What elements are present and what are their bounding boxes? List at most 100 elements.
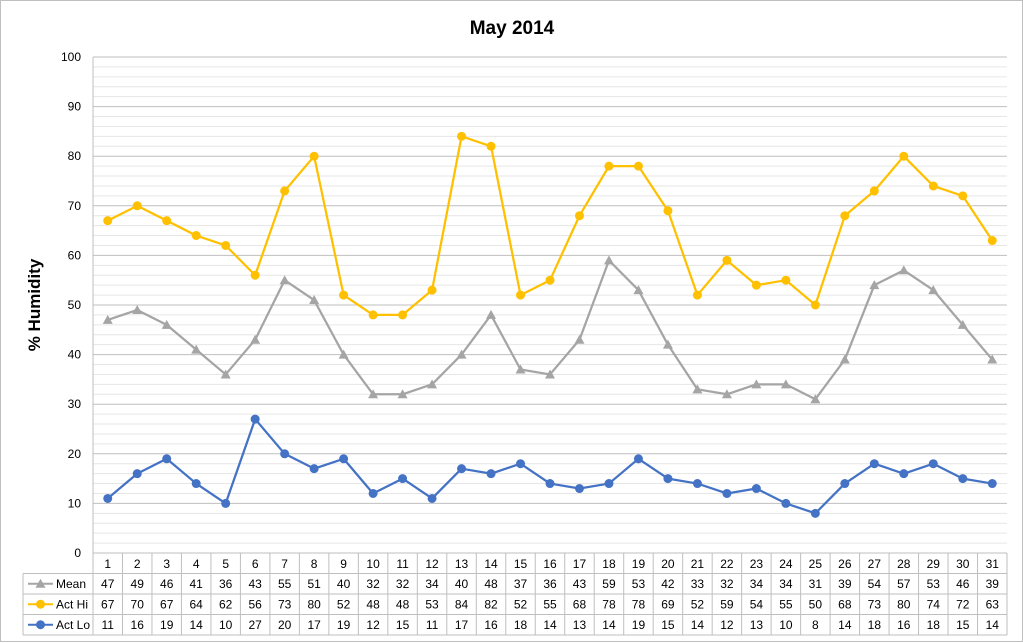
table-cell-value: 37 — [514, 577, 528, 591]
x-tick-label: 15 — [514, 557, 528, 571]
legend-key-marker — [36, 620, 45, 629]
data-point — [988, 236, 997, 245]
data-point — [870, 186, 879, 195]
table-cell-value: 19 — [337, 618, 351, 632]
table-cell-value: 15 — [396, 618, 410, 632]
table-cell-value: 12 — [366, 618, 380, 632]
data-point — [663, 206, 672, 215]
table-cell-value: 74 — [927, 597, 941, 611]
data-point — [663, 474, 672, 483]
y-tick-label: 0 — [74, 546, 81, 560]
table-cell-value: 46 — [956, 577, 970, 591]
data-point — [133, 201, 142, 210]
data-point — [369, 310, 378, 319]
table-cell-value: 18 — [927, 618, 941, 632]
data-point — [693, 479, 702, 488]
data-point — [575, 211, 584, 220]
table-cell-value: 17 — [307, 618, 321, 632]
table-cell-value: 55 — [779, 597, 793, 611]
table-cell-value: 59 — [602, 577, 616, 591]
table-cell-value: 15 — [661, 618, 675, 632]
x-tick-label: 7 — [281, 557, 288, 571]
data-point — [604, 479, 613, 488]
data-point — [634, 454, 643, 463]
table-cell-value: 52 — [337, 597, 351, 611]
table-cell-value: 19 — [160, 618, 174, 632]
table-cell-value: 78 — [602, 597, 616, 611]
data-point — [310, 464, 319, 473]
table-cell-value: 48 — [396, 597, 410, 611]
table-cell-value: 36 — [543, 577, 557, 591]
data-point — [516, 459, 525, 468]
table-cell-value: 14 — [838, 618, 852, 632]
table-cell-value: 32 — [720, 577, 734, 591]
table-cell-value: 55 — [278, 577, 292, 591]
table-cell-value: 62 — [219, 597, 233, 611]
table-cell-value: 73 — [868, 597, 882, 611]
data-point — [781, 276, 790, 285]
table-cell-value: 52 — [514, 597, 528, 611]
table-cell-value: 53 — [927, 577, 941, 591]
table-cell-value: 48 — [366, 597, 380, 611]
table-cell-value: 70 — [131, 597, 145, 611]
table-cell-value: 43 — [248, 577, 262, 591]
data-point — [899, 469, 908, 478]
table-cell-value: 57 — [897, 577, 911, 591]
table-cell-value: 78 — [632, 597, 646, 611]
table-cell-value: 16 — [897, 618, 911, 632]
data-point — [752, 281, 761, 290]
data-point — [604, 255, 614, 264]
table-cell-value: 64 — [190, 597, 204, 611]
x-tick-label: 19 — [632, 557, 646, 571]
data-point — [192, 231, 201, 240]
x-tick-label: 16 — [543, 557, 557, 571]
data-point — [546, 479, 555, 488]
data-point — [840, 479, 849, 488]
table-cell-value: 52 — [691, 597, 705, 611]
data-point — [958, 474, 967, 483]
table-cell-value: 47 — [101, 577, 115, 591]
data-point — [192, 479, 201, 488]
table-cell-value: 34 — [425, 577, 439, 591]
data-point — [132, 305, 142, 314]
table-cell-value: 59 — [720, 597, 734, 611]
table-cell-value: 11 — [102, 618, 115, 632]
x-tick-label: 1 — [104, 557, 111, 571]
table-cell-value: 49 — [131, 577, 145, 591]
table-cell-value: 54 — [868, 577, 882, 591]
data-point — [428, 286, 437, 295]
data-point — [221, 241, 230, 250]
data-point — [781, 499, 790, 508]
data-point — [546, 276, 555, 285]
table-cell-value: 40 — [337, 577, 351, 591]
table-cell-value: 84 — [455, 597, 469, 611]
x-tick-label: 23 — [750, 557, 764, 571]
data-point — [162, 454, 171, 463]
x-tick-label: 9 — [340, 557, 347, 571]
table-cell-value: 82 — [484, 597, 498, 611]
table-cell-value: 80 — [897, 597, 911, 611]
table-cell-value: 27 — [248, 618, 262, 632]
x-tick-label: 18 — [602, 557, 616, 571]
legend-key-marker — [36, 600, 45, 609]
table-cell-value: 18 — [868, 618, 882, 632]
table-cell-value: 80 — [307, 597, 321, 611]
table-cell-value: 17 — [455, 618, 469, 632]
y-tick-label: 40 — [68, 348, 82, 362]
chart-title: May 2014 — [470, 18, 555, 39]
data-point — [369, 489, 378, 498]
y-tick-label: 10 — [68, 496, 82, 510]
table-cell-value: 14 — [602, 618, 616, 632]
data-point — [398, 310, 407, 319]
data-point — [280, 449, 289, 458]
data-point — [958, 191, 967, 200]
x-tick-label: 22 — [720, 557, 734, 571]
x-tick-label: 8 — [311, 557, 318, 571]
table-cell-value: 68 — [838, 597, 852, 611]
x-tick-label: 12 — [425, 557, 439, 571]
data-point — [487, 469, 496, 478]
legend-label: Act Lo — [56, 618, 90, 632]
table-cell-value: 10 — [779, 618, 793, 632]
x-tick-label: 21 — [691, 557, 705, 571]
